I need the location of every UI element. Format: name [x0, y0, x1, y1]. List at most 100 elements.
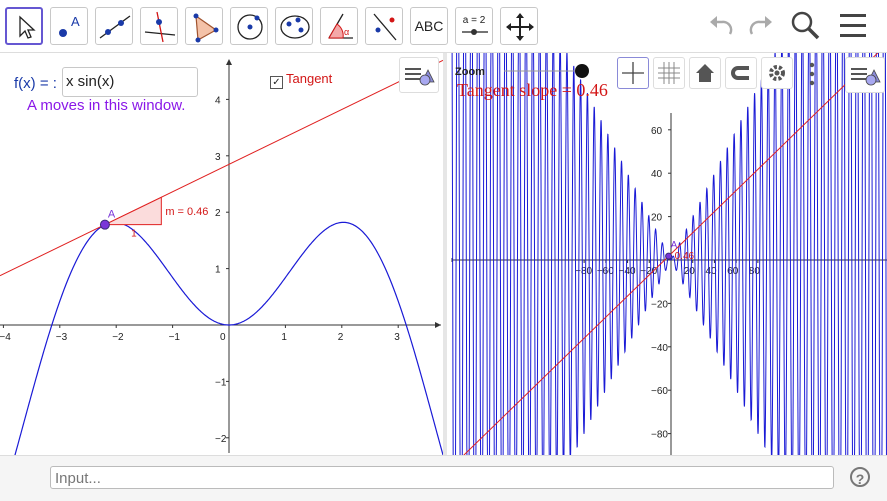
- point-a-label: A: [671, 240, 678, 251]
- move-tool-button[interactable]: [5, 7, 43, 45]
- toggle-grid-button[interactable]: [653, 57, 685, 89]
- x-tick-label: 0: [220, 332, 226, 343]
- x-tick-label: 60: [727, 266, 739, 277]
- x-tick-label: −40: [619, 266, 636, 277]
- toolbar: A α ABC a = 2: [0, 0, 887, 53]
- y-tick-label: 3: [215, 152, 221, 163]
- graphics-canvas-2[interactable]: −80 −60 −40 −20 20 40 60 80 60 40 20 −20 −40 −60 −80 A…: [447, 53, 887, 455]
- triangle-leg-label: 1: [131, 229, 137, 240]
- home-icon: [696, 64, 714, 82]
- slider-icon: [462, 29, 488, 35]
- x-tick-label: −20: [640, 266, 657, 277]
- polygon-icon: [193, 13, 219, 43]
- tangent-checkbox-label: Tangent: [286, 71, 333, 86]
- more-options-icon[interactable]: [807, 61, 817, 87]
- redo-icon[interactable]: [744, 10, 776, 42]
- perpendicular-tool-button[interactable]: [140, 7, 178, 45]
- view-divider[interactable]: [443, 53, 447, 455]
- input-bar: Input... ?: [0, 455, 887, 501]
- line-tool-button[interactable]: [95, 7, 133, 45]
- tangent-line[interactable]: [0, 59, 443, 277]
- line-icon: [99, 15, 131, 39]
- move-arrows-icon: [506, 13, 534, 41]
- function-input[interactable]: x sin(x): [62, 67, 198, 97]
- undo-icon[interactable]: [706, 10, 738, 42]
- slider-tool-button[interactable]: a = 2: [455, 7, 493, 45]
- x-tick-label: −1: [169, 332, 181, 343]
- y-axis-arrow: [226, 59, 232, 65]
- y-tick-label: −40: [651, 343, 668, 354]
- ellipse-icon: [280, 15, 310, 39]
- axes: −80 −60 −40 −20 20 40 60 80 60 40 20 −20 −40 −60 −80: [451, 113, 887, 455]
- gear-icon: [769, 65, 785, 81]
- checkbox-checked-icon[interactable]: ✓: [270, 76, 283, 89]
- axes: −4 −3 −2 −1 0 1 2 3 4 3 2 1 −1 −2: [0, 59, 441, 453]
- y-tick-label: −60: [651, 386, 668, 397]
- point-tool-button[interactable]: A: [50, 7, 88, 45]
- reflect-tool-button[interactable]: [365, 7, 403, 45]
- point-a[interactable]: [99, 219, 110, 230]
- menu-icon[interactable]: [838, 10, 870, 42]
- point-a[interactable]: [665, 252, 673, 260]
- zoom-slider-knob[interactable]: [575, 64, 589, 78]
- y-tick-label: 60: [651, 126, 663, 137]
- axes-icon: [622, 62, 644, 84]
- y-tick-label: −80: [651, 430, 668, 441]
- help-icon[interactable]: ?: [850, 467, 870, 487]
- slope-label: m = 0.46: [165, 206, 208, 218]
- y-tick-label: 2: [215, 208, 221, 219]
- graphics-view-1[interactable]: −4 −3 −2 −1 0 1 2 3 4 3 2 1 −1 −2 A m = 0.46 1 f(x) =…: [0, 53, 443, 455]
- x-tick-label: −3: [56, 332, 68, 343]
- x-tick-label: 80: [749, 266, 761, 277]
- tangent-checkbox[interactable]: ✓ Tangent: [270, 71, 332, 89]
- point-icon: A: [59, 14, 80, 37]
- magnet-icon: [731, 66, 749, 80]
- zoom-slider[interactable]: [504, 64, 589, 78]
- x-tick-label: −4: [0, 332, 11, 343]
- standard-view-button[interactable]: [689, 57, 721, 89]
- tangent-slope-text: Tangent slope = 0.46: [457, 80, 608, 100]
- reflect-icon: [373, 13, 397, 41]
- zoom-label: Zoom: [455, 66, 485, 78]
- y-tick-label: 40: [651, 169, 663, 180]
- x-tick-label: 1: [281, 332, 287, 343]
- x-tick-label: 40: [705, 266, 717, 277]
- y-tick-label: 1: [215, 265, 221, 276]
- angle-tool-button[interactable]: α: [320, 7, 358, 45]
- point-a-label: A: [108, 209, 116, 221]
- x-tick-label: 3: [394, 332, 400, 343]
- search-icon[interactable]: [790, 10, 822, 42]
- point-value-label: 0.46: [675, 251, 695, 262]
- conic-tool-button[interactable]: [275, 7, 313, 45]
- x-tick-label: −2: [112, 332, 124, 343]
- y-tick-label: 4: [215, 95, 221, 106]
- y-tick-label: −20: [651, 299, 668, 310]
- grid-icon: [658, 62, 680, 84]
- function-curve[interactable]: [0, 221, 443, 455]
- move-graphics-tool-button[interactable]: [500, 7, 538, 45]
- x-tick-label: 2: [338, 332, 344, 343]
- y-tick-label: −1: [215, 377, 227, 388]
- y-tick-label: −2: [215, 434, 227, 445]
- input-field[interactable]: Input...: [50, 466, 834, 489]
- point-capturing-button[interactable]: [725, 57, 757, 89]
- polygon-tool-button[interactable]: [185, 7, 223, 45]
- slider-tool-label: a = 2: [462, 15, 486, 26]
- graphics-canvas-1[interactable]: −4 −3 −2 −1 0 1 2 3 4 3 2 1 −1 −2 A m = 0.46 1: [0, 53, 443, 455]
- style-bar-toggle[interactable]: [399, 57, 439, 93]
- style-bar-toggle[interactable]: [845, 57, 885, 93]
- x-tick-label: −60: [597, 266, 614, 277]
- function-label: f(x) = :: [14, 75, 57, 92]
- graphics-view-2[interactable]: −80 −60 −40 −20 20 40 60 80 60 40 20 −20 −40 −60 −80 A…: [447, 53, 887, 455]
- perpendicular-line-icon: [144, 11, 176, 43]
- toggle-axes-button[interactable]: [617, 57, 649, 89]
- graphics-settings-button[interactable]: [761, 57, 793, 89]
- svg-text:A: A: [71, 14, 80, 29]
- text-tool-button[interactable]: ABC: [410, 7, 448, 45]
- style-bar-icon: [851, 68, 881, 86]
- y-tick-label: 20: [651, 213, 663, 224]
- x-tick-label: 20: [684, 266, 696, 277]
- circle-tool-button[interactable]: [230, 7, 268, 45]
- slope-triangle: [104, 196, 162, 226]
- style-bar-icon: [405, 68, 435, 86]
